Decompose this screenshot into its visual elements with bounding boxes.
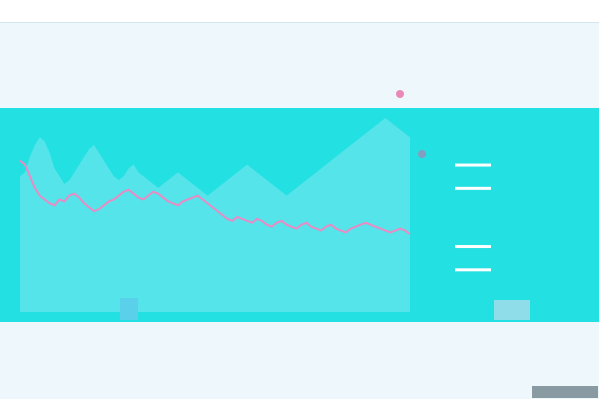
ticker-bar xyxy=(0,0,599,23)
price-series-layer xyxy=(19,159,411,236)
level-marker-0 xyxy=(455,163,491,167)
tag-left xyxy=(120,298,138,320)
ticker-item[interactable] xyxy=(120,4,124,18)
volume-band-layer xyxy=(20,118,410,312)
ticker-item[interactable] xyxy=(8,4,12,18)
ticker-item[interactable] xyxy=(240,4,244,18)
indicator-dot xyxy=(396,90,404,98)
level-marker-3 xyxy=(455,268,491,272)
ticker-item[interactable] xyxy=(480,4,484,18)
level-marker-1 xyxy=(455,186,491,190)
footer-button[interactable] xyxy=(532,386,598,398)
right-markers-layer xyxy=(455,163,491,272)
chart-panel xyxy=(0,108,599,322)
level-marker-2 xyxy=(455,245,491,249)
ticker-item[interactable] xyxy=(360,4,364,18)
series-line-0 xyxy=(19,159,411,236)
price-chart[interactable] xyxy=(0,108,599,322)
indicator-dot xyxy=(418,150,426,158)
volume-band xyxy=(20,118,410,312)
tag-right[interactable] xyxy=(494,300,530,320)
